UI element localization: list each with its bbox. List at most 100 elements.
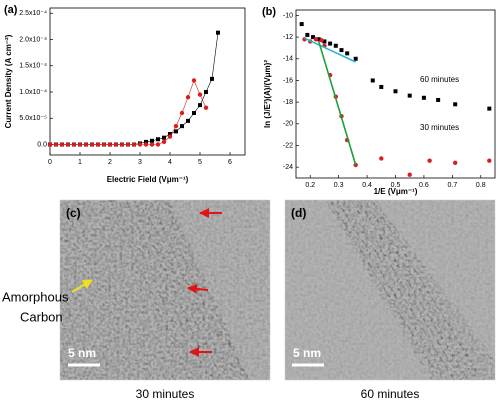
marker (203, 105, 209, 110)
image-label: (d) (291, 206, 306, 220)
marker (167, 134, 173, 139)
y-tick-label: -10 (283, 12, 293, 19)
x-tick-label: 3 (138, 159, 142, 166)
marker (143, 142, 149, 147)
marker (487, 106, 492, 111)
y-tick-label: -24 (283, 164, 293, 171)
y-tick-label: 1.5x10⁻⁴ (19, 63, 47, 70)
y-tick-label: 5.0x10⁻⁵ (19, 115, 47, 122)
marker (83, 142, 89, 147)
marker (216, 30, 220, 35)
marker (407, 172, 412, 177)
marker (370, 78, 375, 83)
x-tick-label: 6 (228, 159, 232, 166)
caption: 30 minutes (136, 387, 195, 401)
marker (161, 139, 167, 145)
annotation: Carbon (20, 309, 63, 324)
x-tick-label: 0.7 (447, 182, 457, 189)
marker (379, 156, 384, 161)
marker (198, 103, 202, 108)
y-axis-label: ln (J/E²)(A)/(Vμm)² (263, 60, 272, 128)
marker (53, 142, 59, 147)
marker (339, 48, 344, 53)
marker (125, 142, 131, 147)
marker (162, 135, 166, 140)
x-tick-label: 5 (198, 159, 202, 166)
marker (197, 92, 203, 97)
y-axis-label: Current Density (A cm⁻²) (4, 34, 13, 128)
marker (453, 160, 458, 166)
marker (421, 95, 426, 100)
marker (185, 95, 191, 100)
marker (210, 76, 214, 81)
marker (131, 142, 137, 147)
annotation: Amorphous (2, 289, 69, 304)
marker (328, 41, 333, 46)
y-tick-label: 0.0 (37, 141, 47, 148)
x-axis-label: 1/E (Vμm⁻¹) (374, 187, 418, 196)
marker (174, 129, 178, 134)
x-tick-label: 0 (48, 159, 52, 166)
marker (179, 110, 185, 116)
marker (353, 56, 358, 61)
marker (59, 142, 65, 147)
x-tick-label: 0.3 (334, 182, 344, 189)
image-label: (c) (66, 206, 81, 220)
marker (155, 142, 161, 147)
marker (192, 111, 196, 115)
plot-frame (49, 7, 246, 156)
tem-image-c (60, 200, 270, 380)
annotation: 60 minutes (420, 75, 459, 84)
marker (95, 142, 101, 147)
marker (119, 142, 125, 147)
marker (186, 118, 190, 123)
marker (487, 158, 492, 163)
marker (77, 142, 83, 147)
x-tick-label: 4 (168, 159, 172, 166)
marker (316, 37, 321, 42)
x-tick-label: 2 (108, 159, 112, 166)
marker (71, 142, 77, 147)
annotation: 30 minutes (420, 123, 459, 132)
fit-line (304, 37, 357, 63)
scale-bar-label: 5 nm (293, 346, 321, 360)
y-tick-label: 2.0x10⁻⁴ (19, 36, 47, 43)
tem-image-d (285, 200, 495, 380)
marker (305, 32, 310, 37)
marker (333, 43, 338, 48)
y-tick-label: -22 (283, 142, 293, 149)
marker (89, 142, 95, 147)
x-tick-label: 0.2 (305, 182, 315, 189)
marker (393, 89, 398, 94)
panel-label: (b) (262, 6, 276, 18)
y-tick-label: -14 (283, 56, 293, 63)
marker (311, 35, 316, 40)
marker (407, 93, 412, 98)
marker (379, 84, 384, 89)
marker (137, 142, 143, 147)
fit-line (317, 41, 357, 166)
marker (65, 142, 71, 147)
scale-bar-label: 5 nm (68, 346, 96, 360)
marker (204, 90, 208, 94)
y-tick-label: -16 (283, 77, 293, 84)
marker (173, 123, 179, 129)
x-tick-label: 0.8 (476, 182, 486, 189)
marker (427, 158, 432, 163)
x-tick-label: 0.5 (391, 182, 401, 189)
marker (168, 132, 172, 136)
marker (149, 142, 155, 147)
plot-frame (295, 9, 496, 179)
marker (313, 37, 319, 42)
marker (345, 51, 350, 56)
marker (322, 39, 327, 44)
marker (156, 137, 160, 142)
marker (150, 138, 154, 143)
y-tick-label: 2.5x10⁻⁴ (19, 10, 47, 17)
marker (319, 38, 324, 43)
x-axis-label: Electric Field (Vμm⁻¹) (107, 175, 189, 184)
marker (47, 142, 53, 147)
x-tick-label: 0.6 (419, 182, 429, 189)
marker (144, 139, 148, 144)
